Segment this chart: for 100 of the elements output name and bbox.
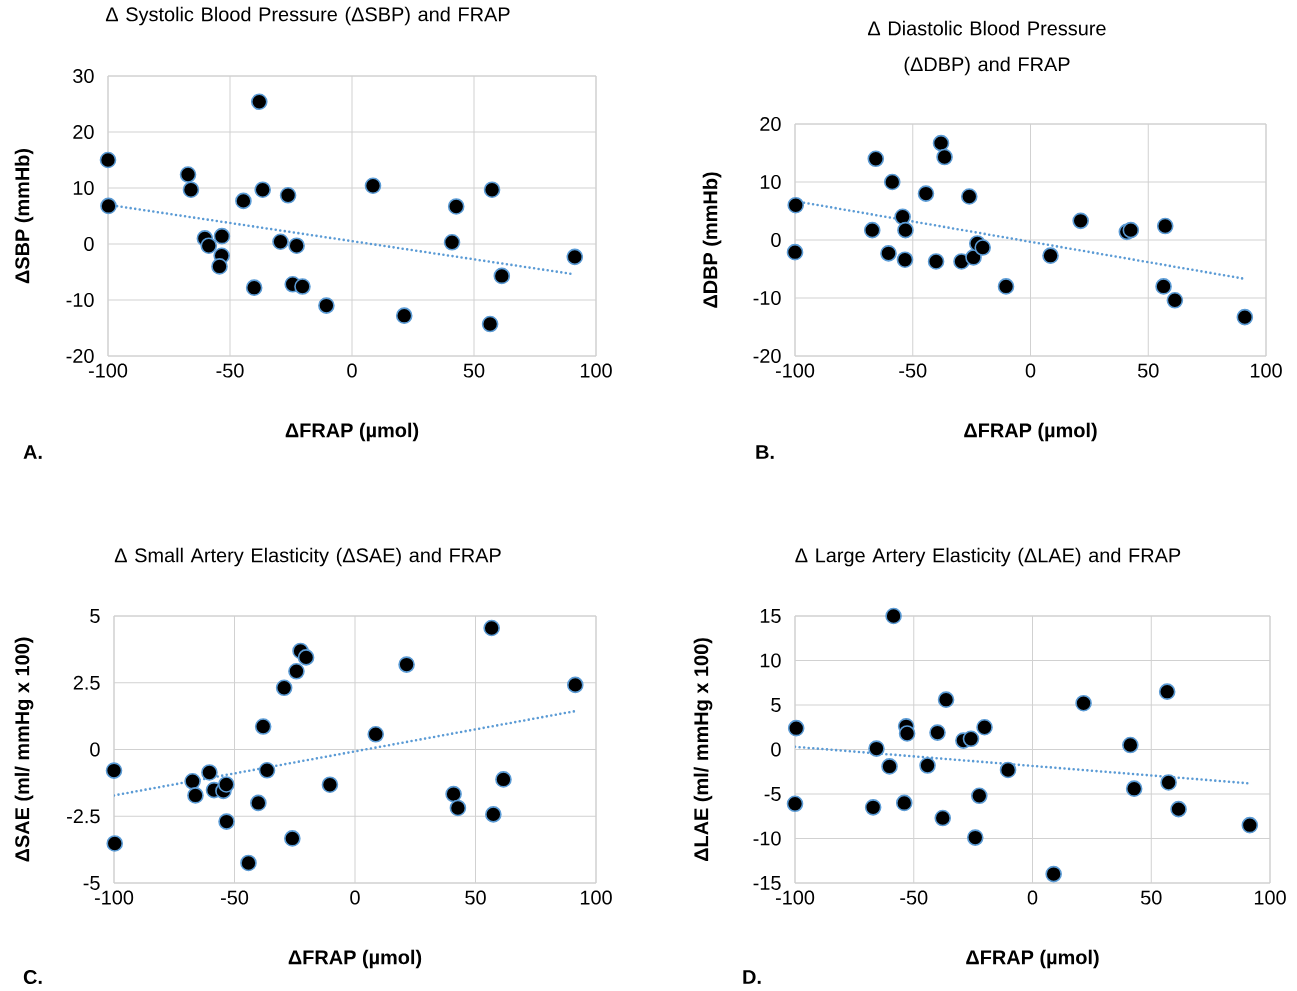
y-tick-label: -10: [753, 290, 781, 306]
point: [1075, 694, 1092, 712]
point: [1155, 278, 1172, 295]
x-tick-label: -50: [900, 890, 928, 905]
point: [99, 151, 117, 169]
y-tick-label: 0: [771, 742, 781, 757]
x-tick-label: 50: [1140, 890, 1162, 905]
point: [917, 185, 935, 202]
point: [495, 771, 512, 788]
point: [211, 258, 228, 275]
point: [974, 239, 991, 256]
x-axis-title: ΔFRAP (µmol): [285, 422, 419, 442]
y-tick-label: -20: [66, 348, 94, 364]
point: [1072, 212, 1089, 230]
point: [395, 307, 413, 324]
x-axis-title: ΔFRAP (µmol): [966, 949, 1099, 969]
x-tick-label: -50: [216, 363, 244, 378]
point: [483, 619, 500, 637]
point: [1241, 816, 1259, 834]
y-tick-label: -10: [753, 831, 781, 846]
point: [971, 787, 988, 805]
y-tick-label: 10: [760, 653, 781, 668]
y-tick-label: 30: [73, 68, 94, 84]
point: [864, 799, 882, 816]
point: [1042, 247, 1059, 264]
point: [213, 227, 231, 245]
point: [254, 718, 272, 735]
point: [245, 279, 263, 296]
point: [272, 233, 289, 251]
point: [1166, 292, 1184, 309]
y-tick-label: -15: [753, 876, 781, 890]
point: [443, 234, 461, 251]
x-tick-label: -100: [94, 890, 134, 905]
point: [250, 794, 267, 812]
point: [179, 166, 197, 183]
point: [999, 761, 1017, 779]
point: [288, 662, 305, 680]
x-tick-label: 50: [1137, 363, 1159, 378]
y-axis-title: ΔSAE (ml/ mmHg x 100): [14, 637, 34, 862]
text: B.: [756, 445, 774, 459]
point: [1156, 217, 1174, 235]
point: [240, 854, 257, 872]
y-tick-label: 10: [760, 174, 781, 190]
y-tick-label: -10: [66, 292, 94, 308]
point: [1170, 800, 1187, 818]
chart-title: Δ Small Artery Elasticity (ΔSAE) and FRAP: [114, 547, 501, 567]
y-tick-label: 0: [84, 236, 94, 252]
y-tick-label: 5: [771, 698, 781, 712]
point: [218, 776, 235, 793]
y-tick-label: 20: [73, 124, 94, 140]
x-tick-label: 100: [580, 890, 612, 905]
point: [182, 181, 200, 198]
x-tick-label: -100: [775, 363, 815, 378]
point: [201, 764, 218, 781]
point: [1125, 780, 1143, 797]
point: [895, 794, 913, 812]
point: [364, 177, 382, 195]
point: [898, 725, 916, 742]
point: [258, 762, 276, 779]
point: [566, 248, 584, 266]
point: [919, 757, 936, 774]
point: [294, 278, 311, 295]
point: [483, 181, 501, 198]
point: [934, 809, 952, 827]
point: [863, 221, 881, 239]
text: D.: [743, 970, 761, 984]
x-tick-label: 0: [350, 890, 360, 905]
point: [1160, 774, 1177, 791]
y-tick-label: 5: [90, 609, 100, 623]
x-tick-label: 100: [1250, 363, 1282, 378]
x-tick-label: 100: [580, 363, 612, 378]
point: [250, 93, 268, 111]
y-tick-label: 20: [760, 116, 781, 132]
point: [449, 799, 467, 817]
y-tick-label: 0: [771, 232, 781, 248]
point: [367, 725, 385, 743]
point: [200, 237, 218, 254]
point: [1122, 736, 1139, 754]
y-tick-label: 15: [760, 609, 781, 623]
point: [297, 649, 315, 666]
y-axis-title: ΔDBP (mmHb): [702, 172, 722, 308]
x-axis-title: ΔFRAP (µmol): [964, 422, 1097, 442]
point: [962, 730, 980, 748]
point: [288, 237, 305, 254]
point: [100, 197, 117, 215]
x-tick-label: 0: [347, 363, 357, 378]
chart-title: Δ Systolic Blood Pressure (ΔSBP) and FRAP: [105, 6, 510, 26]
chart-title: Δ Large Artery Elasticity (ΔLAE) and FRAP: [795, 547, 1181, 567]
y-tick-label: 2.5: [73, 675, 100, 690]
x-tick-label: 100: [1254, 890, 1286, 905]
point: [279, 186, 297, 204]
point: [275, 679, 293, 697]
x-tick-label: 50: [463, 363, 485, 378]
point: [929, 724, 946, 741]
text: A.: [23, 445, 42, 459]
point: [1236, 308, 1254, 326]
point: [786, 243, 804, 261]
x-axis-title: ΔFRAP (µmol): [288, 949, 422, 969]
x-tick-label: -100: [775, 890, 815, 905]
point: [787, 719, 805, 737]
